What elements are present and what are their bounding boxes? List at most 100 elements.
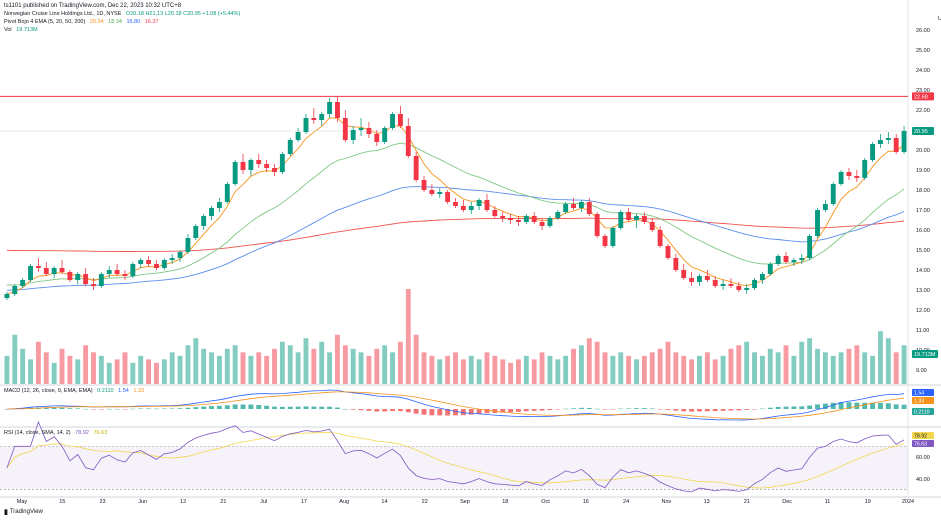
symbol-title: Norwegian Cruise Line Holdings Ltd., 1D,… xyxy=(4,11,122,17)
macd-histogram-bar xyxy=(783,406,789,409)
rsi-legend: RSI (14, close, SMA, 14, 2) 78.92 76.63 xyxy=(4,430,110,437)
macd-histogram-bar xyxy=(421,409,427,415)
macd-histogram-bar xyxy=(209,406,214,409)
macd-histogram-bar xyxy=(272,406,277,409)
candle-body xyxy=(783,256,789,262)
macd-histogram-bar xyxy=(862,402,868,409)
candle-body xyxy=(421,180,427,190)
volume-bar xyxy=(272,348,277,384)
macd-histogram-bar xyxy=(854,402,860,409)
volume-bar xyxy=(216,355,222,384)
candle-body xyxy=(602,236,608,246)
volume-bar xyxy=(177,355,183,384)
candle-body xyxy=(578,202,584,208)
macd-histogram-bar xyxy=(815,404,820,409)
candle-body xyxy=(98,274,104,286)
volume-bar xyxy=(209,352,214,384)
volume-bar xyxy=(681,355,687,384)
volume-bar xyxy=(366,355,372,384)
candle-body xyxy=(641,216,647,222)
volume-bar xyxy=(634,359,639,384)
volume-bar xyxy=(822,352,828,384)
macd-histogram-bar xyxy=(264,405,270,409)
y-tick-label: 13.00 xyxy=(916,288,930,294)
volume-bar xyxy=(59,348,65,384)
macd-histogram-bar xyxy=(319,406,325,409)
rsi-sma-value: 76.63 xyxy=(93,430,108,436)
volume-bar xyxy=(712,359,718,384)
candle-body xyxy=(610,228,616,246)
candle-body xyxy=(893,138,899,152)
candle-body xyxy=(736,286,742,290)
volume-bar xyxy=(106,362,112,384)
candle-body xyxy=(822,204,828,210)
candle-body xyxy=(728,284,734,286)
macd-histogram-bar xyxy=(775,406,781,409)
volume-bar xyxy=(799,341,805,384)
volume-bar xyxy=(476,359,482,384)
volume-bar xyxy=(736,345,742,384)
volume-bar xyxy=(405,289,411,384)
volume-bar xyxy=(547,355,553,384)
macd-histogram-bar xyxy=(201,406,207,409)
volume-bar xyxy=(846,348,852,384)
candle-body xyxy=(460,206,466,210)
candle-body xyxy=(830,184,836,204)
volume-bar xyxy=(555,359,561,384)
macd-histogram-bar xyxy=(508,409,514,413)
macd-histogram-bar xyxy=(697,409,702,412)
ema20-line xyxy=(6,142,905,286)
volume-bar xyxy=(870,355,876,384)
macd-histogram-bar xyxy=(468,409,474,415)
macd-histogram-bar xyxy=(91,409,96,410)
candle-body xyxy=(185,238,191,252)
candle-body xyxy=(807,236,813,258)
macd-histogram-bar xyxy=(279,406,285,409)
candle-body xyxy=(476,200,482,206)
macd-histogram-bar xyxy=(618,408,624,410)
candle-body xyxy=(500,216,506,218)
macd-histogram-bar xyxy=(390,409,395,412)
volume-bar xyxy=(815,348,820,384)
volume-bar xyxy=(319,341,325,384)
macd-histogram-bar xyxy=(303,406,309,409)
candle-body xyxy=(759,274,765,280)
macd-histogram-bar xyxy=(146,408,152,409)
candle-body xyxy=(468,206,474,210)
macd-hist-value: 0.2110 xyxy=(97,388,114,394)
candle-body xyxy=(791,260,797,262)
macd-histogram-bar xyxy=(67,408,73,409)
macd-histogram-bar xyxy=(673,409,679,411)
volume-bar xyxy=(673,352,679,384)
volume-bar xyxy=(43,352,49,384)
tradingview-logo[interactable]: ▮ TradingView xyxy=(4,508,43,516)
volume-tag-text: 19.713M xyxy=(914,352,936,358)
macd-value-tag-text: 1.33 xyxy=(914,399,924,405)
x-tick-label: Sep xyxy=(460,499,470,505)
candle-body xyxy=(350,130,356,140)
volume-bar xyxy=(862,352,868,384)
price-pane xyxy=(0,95,908,300)
vol-value: 19.713M xyxy=(16,27,38,33)
candle-body xyxy=(279,154,285,172)
candle-body xyxy=(130,264,136,276)
volume-bar xyxy=(468,355,474,384)
candle-body xyxy=(287,140,293,154)
vol-name: Vol xyxy=(4,27,12,33)
macd-histogram-bar xyxy=(327,406,333,409)
macd-signal-value: 1.33 xyxy=(133,388,145,394)
candle-body xyxy=(272,168,277,172)
candle-body xyxy=(626,212,632,220)
candle-body xyxy=(232,162,238,184)
macd-histogram-bar xyxy=(665,409,671,410)
macd-histogram-bar xyxy=(578,407,584,409)
candle-body xyxy=(453,202,458,206)
y-tick-label: 12.00 xyxy=(916,308,930,314)
candle-body xyxy=(216,202,222,208)
macd-histogram-bar xyxy=(154,408,159,410)
x-tick-label: Jul xyxy=(260,499,267,505)
candle-body xyxy=(154,264,159,268)
volume-bar xyxy=(421,352,427,384)
